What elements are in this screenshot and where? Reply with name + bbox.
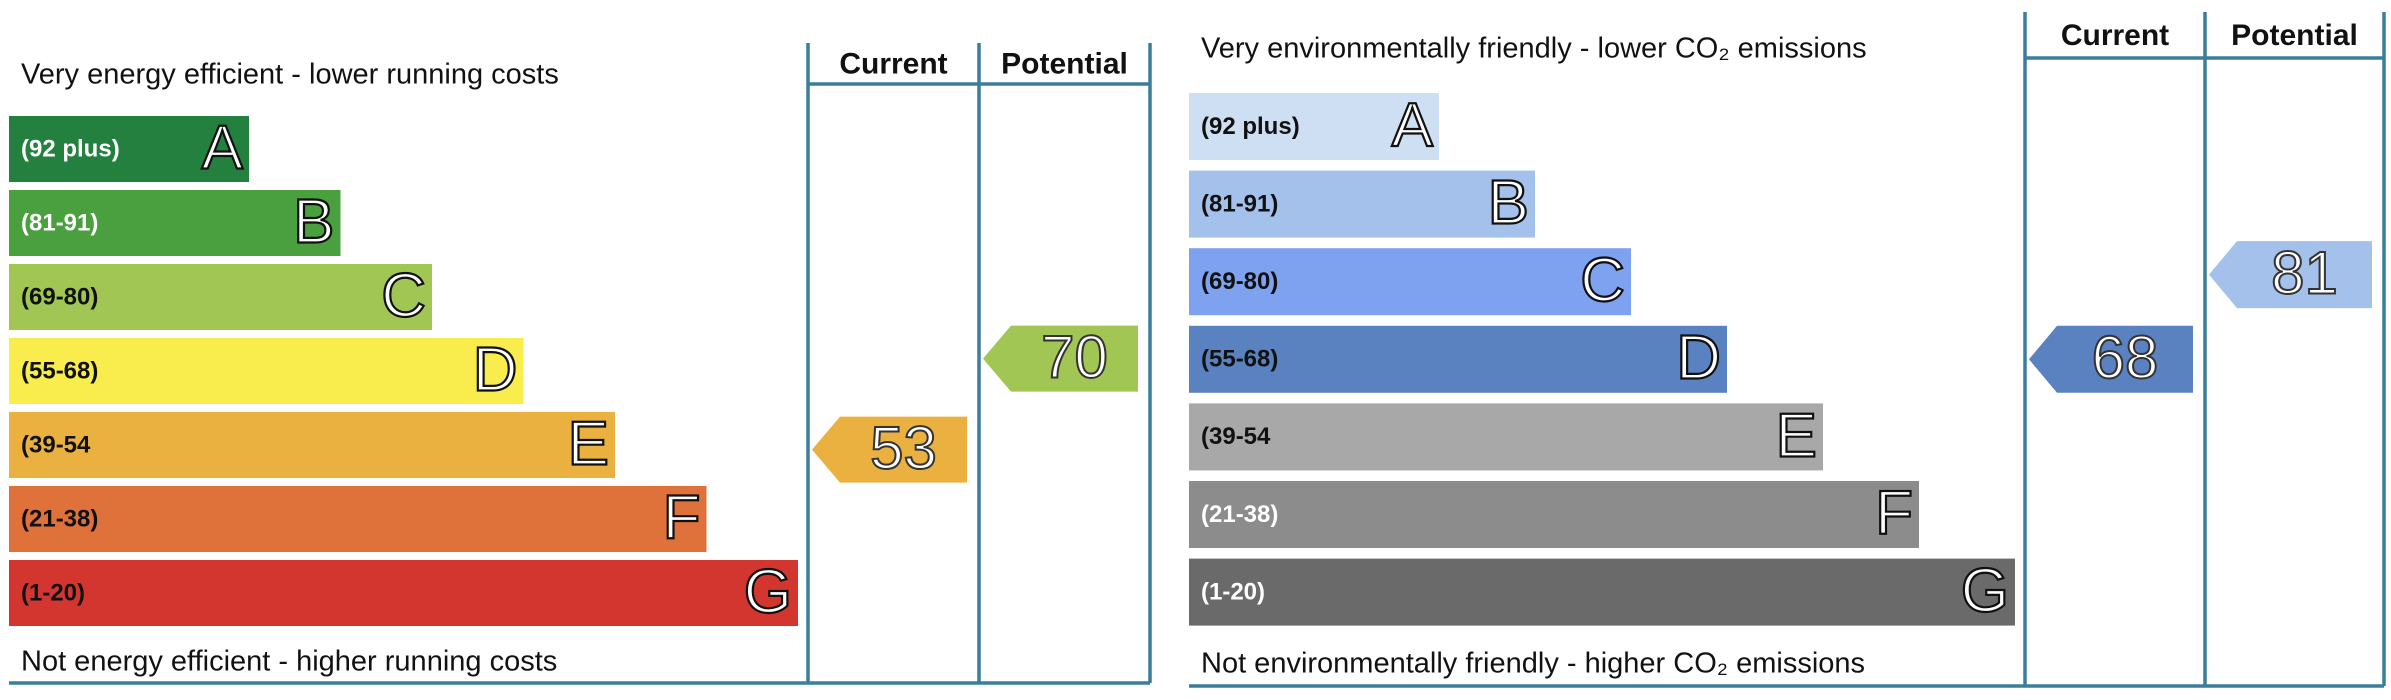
band-range: (39-54 [21, 431, 91, 458]
band-range: (21-38) [21, 505, 98, 532]
band [9, 190, 341, 256]
band-range: (81-91) [21, 209, 98, 236]
band-letter: F [1875, 479, 1913, 548]
band [9, 264, 432, 330]
band [9, 560, 798, 626]
band-letter: B [1488, 168, 1529, 237]
band-letter: D [1676, 324, 1721, 393]
band-range: (1-20) [21, 579, 85, 606]
caption-bottom: Not energy efficient - higher running co… [21, 646, 557, 678]
band-range: (92 plus) [21, 135, 120, 162]
caption-bottom: Not environmentally friendly - higher CO… [1201, 648, 1865, 680]
band-range: (92 plus) [1201, 113, 1300, 140]
band-range: (81-91) [1201, 190, 1278, 217]
band-range: (21-38) [1201, 501, 1278, 528]
band-range: (55-68) [21, 357, 98, 384]
band-letter: E [568, 409, 609, 478]
rating-arrow [983, 325, 1138, 392]
band [9, 338, 524, 404]
band-range: (55-68) [1201, 346, 1278, 373]
column-header: Current [2061, 19, 2169, 52]
band [1189, 170, 1535, 238]
band-letter: G [1961, 556, 2009, 625]
column-header: Potential [1001, 47, 1128, 80]
band-letter: B [293, 187, 334, 256]
band [9, 412, 615, 478]
band [1189, 558, 2015, 626]
rating-value: 68 [2092, 324, 2159, 391]
caption-top: Very energy efficient - lower running co… [21, 59, 559, 91]
band-letter: A [1392, 91, 1434, 160]
band-letter: C [381, 261, 426, 330]
rating-value: 53 [870, 414, 937, 481]
rating-arrow [2029, 325, 2193, 393]
band [1189, 325, 1727, 393]
caption-top: Very environmentally friendly - lower CO… [1201, 33, 1867, 65]
band-range: (1-20) [1201, 578, 1265, 605]
band-letter: A [202, 113, 244, 182]
band-range: (69-80) [21, 283, 98, 310]
band-letter: G [744, 557, 792, 626]
band-letter: D [473, 335, 518, 404]
band-letter: C [1580, 246, 1625, 315]
rating-arrow [812, 416, 967, 483]
band [1189, 481, 1919, 548]
rating-arrow [2209, 241, 2372, 309]
rating-value: 81 [2271, 239, 2338, 306]
band-range: (69-80) [1201, 268, 1278, 295]
band-letter: E [1776, 401, 1817, 470]
column-header: Potential [2231, 19, 2358, 52]
band [1189, 248, 1631, 316]
band-range: (39-54 [1201, 423, 1271, 450]
rating-value: 70 [1041, 324, 1108, 391]
band [1189, 403, 1823, 471]
band [1189, 93, 1439, 160]
band [9, 116, 249, 182]
band [9, 486, 707, 552]
column-header: Current [839, 47, 947, 80]
band-letter: F [663, 483, 701, 552]
